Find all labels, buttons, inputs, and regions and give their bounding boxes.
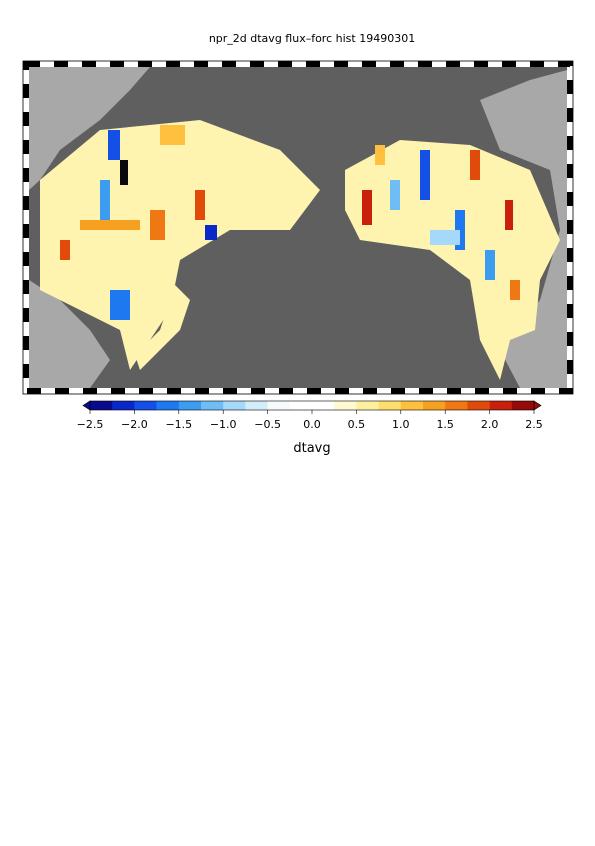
colorbar-swatch [267,401,291,410]
colorbar-tick-label: −2.5 [77,418,104,431]
colorbar-tick-label: 0.5 [348,418,366,431]
colorbar-swatch [511,401,535,410]
colorbar-swatch [90,401,113,410]
colorbar-tick-label: 2.5 [525,418,543,431]
colorbar-swatch [489,401,513,410]
colorbar-swatch [245,401,268,410]
colorbar-tick-label: 2.0 [481,418,499,431]
colorbar-tick-label: −0.5 [254,418,281,431]
colorbar-swatch [201,401,224,410]
colorbar-swatch [156,401,180,410]
colorbar-tick-label: 1.5 [436,418,454,431]
colorbar-swatch [378,401,402,410]
colorbar-swatch [289,401,313,410]
colorbar-swatch [467,401,490,410]
colorbar-swatch [178,401,202,410]
colorbar-swatch [112,401,135,410]
colorbar-swatch [356,401,379,410]
land [29,280,110,388]
colorbar-swatch [400,401,424,410]
colorbar-tick-label: −2.0 [121,418,148,431]
colorbar: −2.5 −2.0 −1.5 −1.0 −0.5 0.0 0.5 1.0 1.5 2.0 2.5 [77,400,543,431]
data-cells [60,125,520,320]
map-border [22,60,574,395]
land [29,67,150,190]
map [22,60,574,395]
colorbar-swatch [312,401,335,410]
land [480,70,567,388]
colorbar-swatch [223,401,246,410]
data-region [135,285,190,370]
colorbar-tick-label: −1.0 [210,418,237,431]
map-frame [23,61,573,394]
colorbar-swatch [445,401,468,410]
colorbar-tick-label: 0.0 [303,418,321,431]
colorbar-label: dtavg [293,441,330,456]
colorbar-swatch [423,401,446,410]
map-title: npr_2d dtavg flux–forc hist 19490301 [209,32,415,45]
colorbar-swatch [134,401,157,410]
colorbar-tick-label: 1.0 [392,418,410,431]
colorbar-tick-label: −1.5 [165,418,192,431]
colorbar-swatch [334,401,357,410]
